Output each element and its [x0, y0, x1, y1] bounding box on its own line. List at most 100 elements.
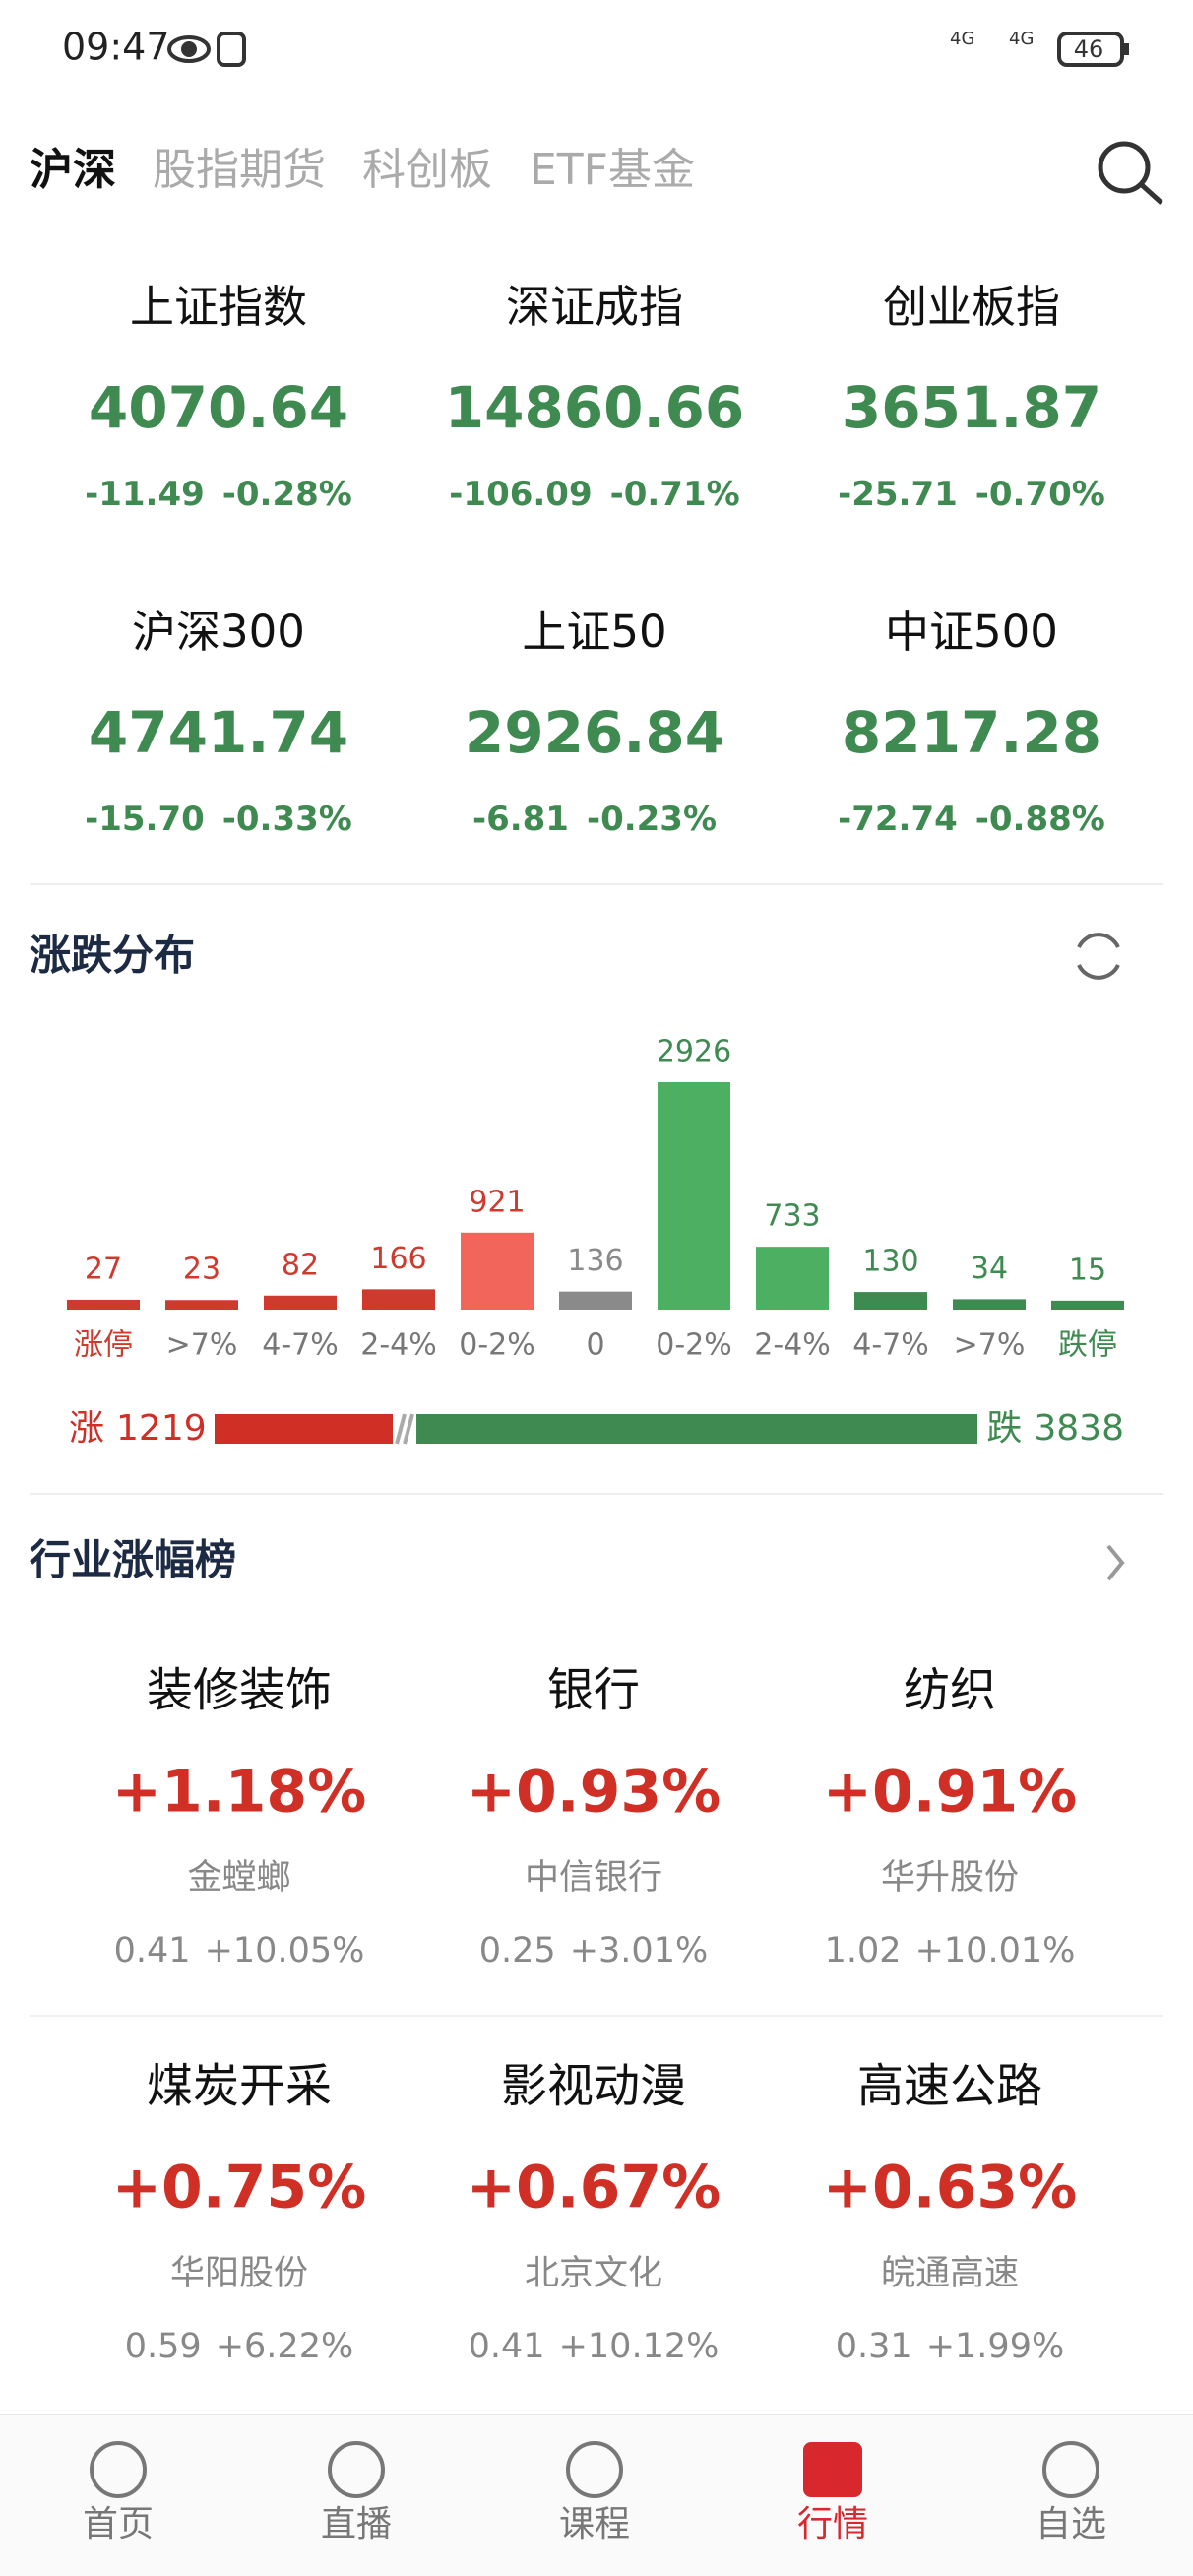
index-price[interactable]: 4070.64 — [89, 374, 348, 441]
industry-pct[interactable]: +0.67% — [467, 2154, 721, 2222]
refresh-button[interactable] — [1077, 933, 1120, 980]
leading-stock[interactable]: 华阳股份 — [170, 2254, 308, 2293]
bar — [264, 1295, 337, 1310]
stock-pct: +6.22% — [216, 2327, 354, 2366]
index-change: -15.70 -0.33% — [85, 800, 352, 839]
fall-bar — [416, 1414, 978, 1444]
stock-change: 0.31 +1.99% — [836, 2327, 1064, 2366]
nav-icon — [1042, 2441, 1099, 2498]
index-change: -11.49 -0.28% — [85, 475, 352, 514]
bar-category: 2-4% — [360, 1328, 437, 1363]
bar — [461, 1232, 534, 1310]
index-price[interactable]: 4741.74 — [89, 699, 348, 766]
industry-name[interactable]: 装修装饰 — [147, 1664, 332, 1718]
bar — [67, 1299, 140, 1310]
fall-label: 跌 — [986, 1408, 1022, 1449]
leading-stock[interactable]: 中信银行 — [525, 1858, 662, 1898]
more-arrow[interactable] — [1106, 1544, 1125, 1581]
industry-pct[interactable]: +0.75% — [112, 2154, 366, 2222]
bar-category: 涨停 — [74, 1328, 133, 1363]
index-name[interactable]: 上证50 — [522, 606, 666, 658]
nav-label[interactable]: 直播 — [321, 2504, 392, 2544]
bar-value: 23 — [183, 1253, 220, 1287]
bar-category: >7% — [166, 1328, 238, 1363]
industry-name[interactable]: 煤炭开采 — [147, 2060, 332, 2114]
leading-stock[interactable]: 华升股份 — [881, 1858, 1019, 1898]
pct: -0.23% — [587, 800, 717, 839]
nav-icon — [803, 2442, 862, 2497]
stock-price: 0.25 — [479, 1931, 556, 1970]
industry-name[interactable]: 影视动漫 — [501, 2060, 686, 2114]
stock-price: 0.41 — [114, 1931, 191, 1970]
bar-value: 15 — [1069, 1253, 1106, 1287]
index-name[interactable]: 上证指数 — [130, 281, 307, 333]
battery: 46 — [1074, 35, 1104, 63]
industry-pct[interactable]: +0.93% — [467, 1758, 721, 1827]
nav-label[interactable]: 自选 — [1036, 2504, 1106, 2544]
leading-stock[interactable]: 皖通高速 — [881, 2254, 1019, 2293]
nav-icon — [90, 2441, 147, 2498]
network: 4G — [950, 29, 974, 49]
leading-stock[interactable]: 北京文化 — [525, 2254, 662, 2293]
tab[interactable]: 股指期货 — [153, 145, 326, 195]
industry-name[interactable]: 银行 — [547, 1664, 640, 1718]
index-price[interactable]: 3651.87 — [842, 374, 1101, 441]
index-price[interactable]: 2926.84 — [465, 699, 724, 766]
bar — [165, 1300, 238, 1310]
nav-label[interactable]: 课程 — [559, 2504, 630, 2544]
tab[interactable]: ETF基金 — [530, 145, 695, 195]
bar — [854, 1292, 927, 1310]
tab[interactable]: 沪深 — [30, 145, 116, 195]
industry-name[interactable]: 高速公路 — [857, 2060, 1042, 2114]
change: -15.70 — [85, 800, 205, 839]
tab[interactable]: 科创板 — [362, 145, 492, 195]
change: -11.49 — [85, 475, 205, 514]
industry-pct[interactable]: +0.63% — [823, 2154, 1077, 2222]
rise-count: 1219 — [116, 1408, 207, 1449]
fall-count: 3838 — [1034, 1408, 1124, 1449]
pct: -0.71% — [610, 475, 740, 514]
index-change: -6.81 -0.23% — [472, 800, 717, 839]
index-name[interactable]: 创业板指 — [883, 281, 1060, 333]
stock-pct: +3.01% — [570, 1931, 709, 1970]
bar — [559, 1291, 632, 1310]
industry-pct[interactable]: +0.91% — [823, 1758, 1077, 1827]
status-icons — [167, 32, 1129, 67]
bar-category: 0 — [586, 1328, 604, 1363]
time: 09:47 — [62, 26, 170, 69]
network: 4G — [1009, 29, 1034, 49]
stock-change: 0.59 +6.22% — [125, 2327, 353, 2366]
nav-icon — [566, 2441, 623, 2498]
bar-value: 27 — [85, 1252, 122, 1286]
index-change: -106.09 -0.71% — [449, 475, 739, 514]
industry-pct[interactable]: +1.18% — [112, 1758, 366, 1827]
index-price[interactable]: 8217.28 — [842, 699, 1101, 766]
leading-stock[interactable]: 金螳螂 — [187, 1858, 290, 1898]
bar — [658, 1082, 730, 1310]
stock-pct: +1.99% — [926, 2327, 1065, 2366]
index-name[interactable]: 沪深300 — [132, 606, 305, 658]
bar-value: 733 — [764, 1199, 820, 1234]
change: -25.71 — [838, 475, 958, 514]
bar-value: 136 — [567, 1244, 623, 1278]
pct: -0.70% — [975, 475, 1105, 514]
bar-category: 0-2% — [459, 1328, 535, 1363]
stock-price: 0.59 — [125, 2327, 202, 2366]
bar-category: >7% — [954, 1328, 1026, 1363]
nav-label[interactable]: 首页 — [83, 2504, 154, 2544]
nav-label[interactable]: 行情 — [797, 2504, 868, 2544]
stock-pct: +10.01% — [915, 1931, 1076, 1970]
index-name[interactable]: 中证500 — [885, 606, 1058, 658]
index-price[interactable]: 14860.66 — [445, 374, 745, 441]
stock-price: 1.02 — [825, 1931, 902, 1970]
nav-icon — [328, 2441, 385, 2498]
bar-category: 4-7% — [262, 1328, 339, 1363]
stock-change: 0.41 +10.05% — [114, 1931, 365, 1970]
pct: -0.33% — [222, 800, 352, 839]
search-button[interactable] — [1098, 141, 1163, 205]
industry-name[interactable]: 纺织 — [904, 1664, 996, 1718]
index-name[interactable]: 深证成指 — [506, 281, 683, 333]
bar — [953, 1299, 1026, 1310]
